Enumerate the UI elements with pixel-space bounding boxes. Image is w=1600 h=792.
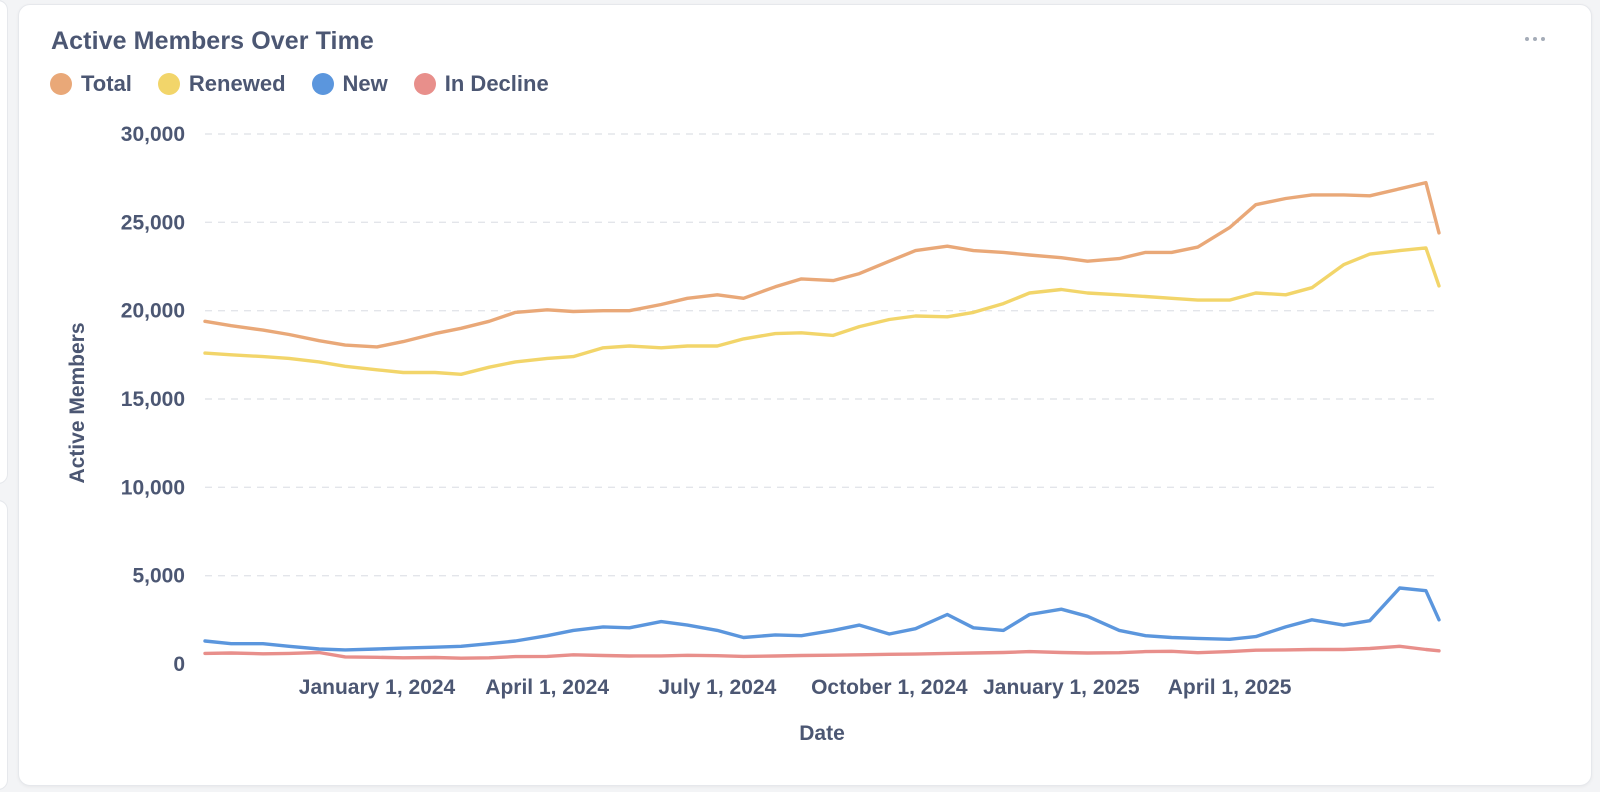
y-tick-label: 25,000 bbox=[121, 211, 185, 234]
series-line-new[interactable] bbox=[203, 586, 1441, 652]
legend-dot-total bbox=[50, 73, 72, 95]
legend-label-total: Total bbox=[81, 71, 132, 96]
y-tick-label: 5,000 bbox=[132, 565, 185, 588]
grid-layer bbox=[205, 133, 1439, 577]
legend-item-in-decline[interactable]: In Decline bbox=[413, 71, 549, 97]
ellipsis-icon bbox=[1525, 37, 1529, 41]
x-tick-label: January 1, 2024 bbox=[299, 676, 456, 699]
line-chart[interactable]: 0 5,000 10,000 15,000 20,000 25,000 30,000 Jan… bbox=[19, 5, 1591, 785]
y-tick-label: 30,000 bbox=[121, 123, 185, 146]
series-layer bbox=[203, 180, 1441, 660]
y-tick-label: 0 bbox=[173, 653, 185, 676]
x-tick-label: October 1, 2024 bbox=[811, 676, 968, 699]
y-tick-label: 20,000 bbox=[121, 300, 185, 323]
series-line-renewed[interactable] bbox=[203, 246, 1441, 376]
y-axis-title: Active Members bbox=[66, 322, 89, 483]
x-tick-label: January 1, 2025 bbox=[983, 676, 1140, 699]
legend-dot-new bbox=[311, 73, 334, 95]
legend-item-new[interactable]: New bbox=[311, 71, 388, 97]
y-tick-label: 10,000 bbox=[121, 476, 185, 499]
y-tick-label: 15,000 bbox=[121, 388, 185, 411]
x-axis-ticks: January 1, 2024 April 1, 2024 July 1, 2024… bbox=[299, 676, 1292, 699]
legend-item-renewed[interactable]: Renewed bbox=[157, 71, 286, 97]
chart-legend: Total Renewed New In Decline bbox=[50, 71, 549, 97]
legend-item-total[interactable]: Total bbox=[50, 71, 132, 97]
legend-dot-in-decline bbox=[413, 73, 436, 95]
ellipsis-icon-dot bbox=[1533, 37, 1537, 41]
legend-label-in-decline: In Decline bbox=[444, 71, 549, 96]
legend-dot-renewed bbox=[157, 73, 180, 95]
series-line-total[interactable] bbox=[203, 180, 1441, 349]
legend-label-new: New bbox=[342, 71, 388, 96]
adjacent-card-top bbox=[0, 0, 8, 484]
chart-title: Active Members Over Time bbox=[51, 27, 374, 55]
x-axis-title: Date bbox=[799, 722, 845, 745]
more-options-button[interactable] bbox=[1519, 25, 1551, 53]
adjacent-card-bottom bbox=[0, 500, 8, 790]
series-line-in-decline[interactable] bbox=[203, 644, 1441, 660]
x-tick-label: April 1, 2025 bbox=[1168, 676, 1292, 699]
x-tick-label: April 1, 2024 bbox=[485, 676, 609, 699]
chart-card: Active Members Over Time Total Renewed N… bbox=[18, 4, 1592, 786]
y-axis-ticks: 0 5,000 10,000 15,000 20,000 25,000 30,000 bbox=[121, 123, 185, 676]
ellipsis-icon-dot bbox=[1541, 37, 1545, 41]
legend-label-renewed: Renewed bbox=[188, 71, 286, 96]
x-tick-label: July 1, 2024 bbox=[658, 676, 776, 699]
